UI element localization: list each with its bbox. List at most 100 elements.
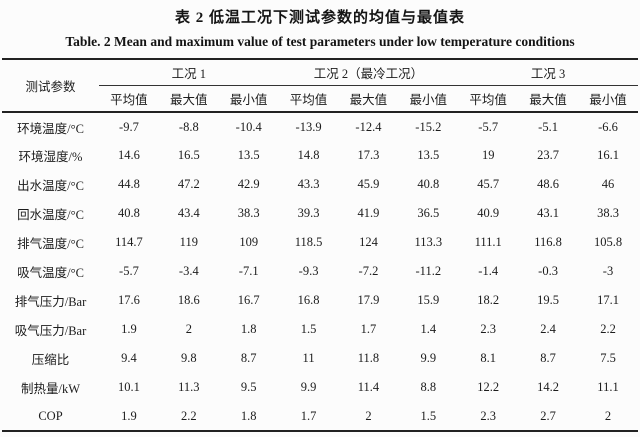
cell-value: -6.6 xyxy=(598,119,618,134)
cell-value: 38.3 xyxy=(597,206,619,220)
cell-value: 40.8 xyxy=(417,177,440,191)
row-label: 吸气温度/°C xyxy=(17,266,84,280)
cell-value: -5.7 xyxy=(478,119,499,134)
cell-value: 14.8 xyxy=(297,148,320,162)
cell-value: 109 xyxy=(239,235,259,249)
cell-value: 47.2 xyxy=(177,177,200,191)
cell-value: 113.3 xyxy=(414,235,443,249)
cell-value: 17.6 xyxy=(118,293,140,307)
row-label: 排气压力/Bar xyxy=(14,295,87,309)
stat-header-min: 最小值 xyxy=(218,85,279,113)
cell-value: 11 xyxy=(302,351,315,365)
cell-value: 2 xyxy=(338,402,399,432)
row-label: 环境温度/°C xyxy=(17,121,84,136)
cell-value: 40.8 xyxy=(118,206,140,220)
cell-value: 11.1 xyxy=(597,380,619,394)
cell-value: 8.7 xyxy=(540,351,556,365)
cell-value: 9.9 xyxy=(300,380,317,394)
cell-value: 8.1 xyxy=(480,351,496,365)
cell-value: -8.8 xyxy=(178,119,199,134)
cell-value: 8.8 xyxy=(420,380,437,394)
cell-value: 105.8 xyxy=(593,235,623,249)
table-row: 吸气温度/°C -5.7 -3.4 -7.1 -9.3 -7.2 -11.2 -1.4 -0.3… xyxy=(2,257,638,286)
stat-header-max: 最大值 xyxy=(518,85,578,113)
cell-value: -15.2 xyxy=(415,119,442,134)
cell-value: 2 xyxy=(578,402,638,432)
cell-value: 9.4 xyxy=(121,351,137,365)
cell-value: 1.5 xyxy=(398,402,459,432)
cell-value: 2.7 xyxy=(518,402,578,432)
cell-value: 43.1 xyxy=(537,206,559,220)
cell-value: -1.4 xyxy=(478,264,499,278)
cell-value: 42.9 xyxy=(237,177,260,191)
cell-value: 44.8 xyxy=(118,177,140,191)
cell-value: -7.1 xyxy=(238,264,259,278)
cell-value: 17.3 xyxy=(357,148,380,162)
table-row: 回水温度/°C 40.8 43.4 38.3 39.3 41.9 36.5 40.9 43.1 3… xyxy=(2,199,638,228)
stat-header-mean: 平均值 xyxy=(99,85,159,113)
table-header: 测试参数 工况 1 工况 2（最冷工况） 工况 3 平均值 最大值 最小值 平均… xyxy=(2,58,638,113)
stat-header-mean: 平均值 xyxy=(458,85,519,113)
cell-value: 9.8 xyxy=(181,351,197,365)
cell-value: 13.5 xyxy=(417,148,440,162)
cell-value: 2.4 xyxy=(540,322,556,336)
cell-value: 46 xyxy=(601,177,615,191)
cell-value: 11.8 xyxy=(357,351,380,365)
cell-value: 1.8 xyxy=(240,322,257,336)
cell-value: 15.9 xyxy=(417,293,440,307)
cell-value: 11.3 xyxy=(178,380,200,394)
table-row: COP 1.9 2.2 1.8 1.7 2 1.5 2.3 2.7 2 xyxy=(2,402,638,432)
table-row: 压缩比 9.4 9.8 8.7 11 11.8 9.9 8.1 8.7 7.5 xyxy=(2,344,638,373)
cell-value: 12.2 xyxy=(477,380,500,394)
row-label: COP xyxy=(2,402,99,432)
cell-value: -13.9 xyxy=(295,119,322,134)
cell-value: -10.4 xyxy=(235,119,262,134)
cell-value: 2.3 xyxy=(480,322,496,336)
group-header-condition-3: 工况 3 xyxy=(458,58,638,86)
cell-value: 1.8 xyxy=(218,402,279,432)
row-label: 回水温度/°C xyxy=(17,208,84,222)
cell-value: -9.7 xyxy=(119,119,139,134)
stat-header-min: 最小值 xyxy=(398,85,459,113)
cell-value: 9.9 xyxy=(420,351,437,365)
cell-value: 19.5 xyxy=(537,293,559,307)
cell-value: 1.7 xyxy=(360,322,377,336)
group-header-condition-1: 工况 1 xyxy=(99,58,279,86)
stat-header-max: 最大值 xyxy=(158,85,219,113)
cell-value: 45.9 xyxy=(357,177,380,191)
cell-value: 10.1 xyxy=(118,380,140,394)
cell-value: 111.1 xyxy=(474,235,502,249)
cell-value: -12.4 xyxy=(355,119,382,134)
cell-value: 1.7 xyxy=(278,402,339,432)
cell-value: 7.5 xyxy=(600,351,616,365)
group-header-row: 测试参数 工况 1 工况 2（最冷工况） 工况 3 xyxy=(2,58,638,113)
cell-value: 13.5 xyxy=(237,148,260,162)
cell-value: 1.4 xyxy=(420,322,437,336)
group-header-condition-2: 工况 2（最冷工况） xyxy=(278,58,459,86)
cell-value: 8.7 xyxy=(240,351,257,365)
cell-value: 43.4 xyxy=(177,206,200,220)
table-row: 吸气压力/Bar 1.9 2 1.8 1.5 1.7 1.4 2.3 2.4 2.2 xyxy=(2,315,638,344)
cell-value: 1.9 xyxy=(99,402,159,432)
cell-value: 48.6 xyxy=(537,177,559,191)
stat-header-min: 最小值 xyxy=(578,85,638,113)
cell-value: 2.2 xyxy=(600,322,616,336)
cell-value: -5.7 xyxy=(119,264,139,278)
row-label: 制热量/kW xyxy=(20,382,81,396)
cell-value: 19 xyxy=(481,148,495,162)
stat-header-max: 最大值 xyxy=(338,85,399,113)
row-label: 环境湿度/% xyxy=(18,150,83,164)
table-row: 排气压力/Bar 17.6 18.6 16.7 16.8 17.9 15.9 18.2 19.5… xyxy=(2,286,638,315)
cell-value: 17.9 xyxy=(357,293,380,307)
cell-value: -5.1 xyxy=(538,119,558,134)
cell-value: -11.2 xyxy=(415,264,442,278)
param-column-header: 测试参数 xyxy=(2,58,99,113)
test-parameters-table: 测试参数 工况 1 工况 2（最冷工况） 工况 3 平均值 最大值 最小值 平均… xyxy=(2,58,638,432)
cell-value: -0.3 xyxy=(538,264,558,278)
cell-value: 38.3 xyxy=(237,206,260,220)
cell-value: 39.3 xyxy=(297,206,320,220)
stat-header-mean: 平均值 xyxy=(278,85,339,113)
cell-value: 41.9 xyxy=(357,206,380,220)
table-row: 排气温度/°C 114.7 119 109 118.5 124 113.3 111.1 116.… xyxy=(2,228,638,257)
